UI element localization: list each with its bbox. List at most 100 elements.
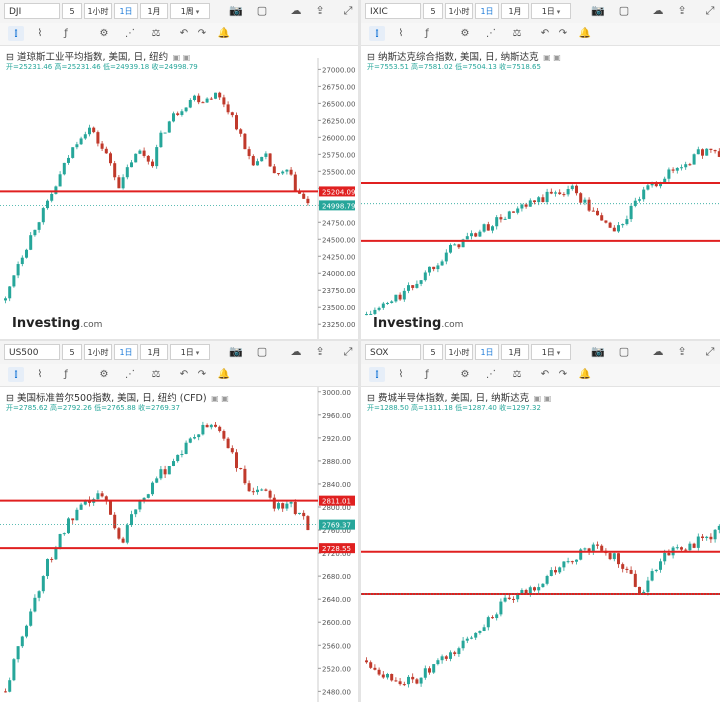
- redo-icon[interactable]: ↷: [197, 369, 207, 380]
- undo-icon[interactable]: ↶: [540, 28, 550, 39]
- alert-bell-icon[interactable]: 🔔: [578, 369, 592, 380]
- fullscreen-icon[interactable]: ⤢: [705, 345, 715, 358]
- settings-gear-icon[interactable]: ⚙: [99, 369, 109, 380]
- camera-icon[interactable]: 📷: [591, 345, 605, 358]
- cloud-upload-icon[interactable]: ⇪: [677, 4, 687, 17]
- interval-button-1[interactable]: 1小时: [84, 344, 112, 360]
- collapse-icon[interactable]: ⊟: [367, 393, 378, 404]
- settings-gear-icon[interactable]: ⚙: [460, 369, 470, 380]
- interval-button-0[interactable]: 5: [423, 344, 443, 360]
- redo-icon[interactable]: ↷: [197, 28, 207, 39]
- interval-button-2[interactable]: 1日: [475, 3, 499, 19]
- symbol-input[interactable]: US500: [4, 344, 60, 360]
- collapse-icon[interactable]: ⊟: [6, 52, 17, 63]
- interval-button-3[interactable]: 1月: [501, 344, 529, 360]
- color-square-icon[interactable]: ▢: [618, 4, 630, 17]
- symbol-input[interactable]: DJI: [4, 3, 60, 19]
- interval-button-4[interactable]: 1日: [531, 3, 571, 19]
- redo-icon[interactable]: ↷: [558, 28, 568, 39]
- cloud-icon[interactable]: ☁: [290, 4, 302, 17]
- collapse-icon[interactable]: ⊟: [367, 52, 378, 63]
- interval-button-0[interactable]: 5: [423, 3, 443, 19]
- candle-body: [579, 549, 583, 560]
- fullscreen-icon[interactable]: ⤢: [343, 345, 353, 358]
- interval-button-2[interactable]: 1日: [114, 3, 138, 19]
- scale-icon[interactable]: ⚖: [151, 369, 161, 380]
- candle-body: [449, 244, 452, 253]
- alert-bell-icon[interactable]: 🔔: [217, 28, 231, 39]
- symbol-input[interactable]: IXIC: [365, 3, 421, 19]
- interval-button-0[interactable]: 5: [62, 3, 82, 19]
- alert-bell-icon[interactable]: 🔔: [217, 369, 231, 380]
- pattern-icon[interactable]: ⋰: [486, 28, 496, 39]
- area-chart-icon[interactable]: ⌇: [398, 369, 404, 380]
- interval-button-3[interactable]: 1月: [140, 344, 168, 360]
- interval-button-2[interactable]: 1日: [114, 344, 138, 360]
- candlestick-icon[interactable]: ⫾: [8, 367, 24, 382]
- investing-watermark: Investing.com: [12, 316, 102, 331]
- scale-icon[interactable]: ⚖: [512, 369, 522, 380]
- candle-body: [646, 185, 650, 190]
- pattern-icon[interactable]: ⋰: [125, 369, 135, 380]
- pattern-icon[interactable]: ⋰: [486, 369, 496, 380]
- candle-body: [537, 587, 541, 591]
- cloud-upload-icon[interactable]: ⇪: [677, 345, 687, 358]
- settings-gear-icon[interactable]: ⚙: [99, 28, 109, 39]
- undo-icon[interactable]: ↶: [179, 28, 189, 39]
- fullscreen-icon[interactable]: ⤢: [705, 4, 715, 17]
- area-chart-icon[interactable]: ⌇: [37, 369, 43, 380]
- interval-button-1[interactable]: 1小时: [445, 3, 473, 19]
- indicator-icon[interactable]: ƒ: [64, 28, 68, 39]
- interval-button-1[interactable]: 1小时: [84, 3, 112, 19]
- area-chart-icon[interactable]: ⌇: [398, 28, 404, 39]
- fullscreen-icon[interactable]: ⤢: [343, 4, 353, 17]
- candlestick-icon[interactable]: ⫾: [8, 26, 24, 41]
- title-options-icon[interactable]: ▣ ▣: [531, 394, 552, 403]
- title-options-icon[interactable]: ▣ ▣: [170, 53, 191, 62]
- indicator-icon[interactable]: ƒ: [64, 369, 68, 380]
- cloud-upload-icon[interactable]: ⇪: [315, 345, 325, 358]
- indicator-icon[interactable]: ƒ: [425, 369, 429, 380]
- candle-body: [680, 167, 683, 169]
- color-square-icon[interactable]: ▢: [256, 345, 268, 358]
- interval-button-1[interactable]: 1小时: [445, 344, 473, 360]
- candle-body: [272, 166, 276, 174]
- candle-body: [684, 164, 688, 168]
- undo-icon[interactable]: ↶: [540, 369, 550, 380]
- scale-icon[interactable]: ⚖: [512, 28, 522, 39]
- cloud-icon[interactable]: ☁: [290, 345, 302, 358]
- color-square-icon[interactable]: ▢: [256, 4, 268, 17]
- undo-icon[interactable]: ↶: [179, 369, 189, 380]
- interval-button-4[interactable]: 1周: [170, 3, 210, 19]
- alert-bell-icon[interactable]: 🔔: [578, 28, 592, 39]
- interval-button-0[interactable]: 5: [62, 344, 82, 360]
- candlestick-icon[interactable]: ⫾: [369, 367, 385, 382]
- candle-body: [62, 533, 66, 535]
- cloud-icon[interactable]: ☁: [652, 345, 664, 358]
- interval-button-4[interactable]: 1日: [170, 344, 210, 360]
- interval-button-2[interactable]: 1日: [475, 344, 499, 360]
- candle-body: [377, 307, 381, 310]
- area-chart-icon[interactable]: ⌇: [37, 28, 43, 39]
- candle-body: [75, 509, 79, 521]
- redo-icon[interactable]: ↷: [558, 369, 568, 380]
- camera-icon[interactable]: 📷: [591, 4, 605, 17]
- candlestick-icon[interactable]: ⫾: [369, 26, 385, 41]
- indicator-icon[interactable]: ƒ: [425, 28, 429, 39]
- camera-icon[interactable]: 📷: [229, 4, 243, 17]
- symbol-input[interactable]: SOX: [365, 344, 421, 360]
- title-options-icon[interactable]: ▣ ▣: [540, 53, 561, 62]
- title-options-icon[interactable]: ▣ ▣: [208, 394, 229, 403]
- cloud-icon[interactable]: ☁: [652, 4, 664, 17]
- settings-gear-icon[interactable]: ⚙: [460, 28, 470, 39]
- interval-button-3[interactable]: 1月: [140, 3, 168, 19]
- candle-body: [600, 545, 604, 551]
- camera-icon[interactable]: 📷: [229, 345, 243, 358]
- pattern-icon[interactable]: ⋰: [125, 28, 135, 39]
- interval-button-4[interactable]: 1日: [531, 344, 571, 360]
- scale-icon[interactable]: ⚖: [151, 28, 161, 39]
- interval-button-3[interactable]: 1月: [501, 3, 529, 19]
- color-square-icon[interactable]: ▢: [618, 345, 630, 358]
- cloud-upload-icon[interactable]: ⇪: [315, 4, 325, 17]
- collapse-icon[interactable]: ⊟: [6, 393, 17, 404]
